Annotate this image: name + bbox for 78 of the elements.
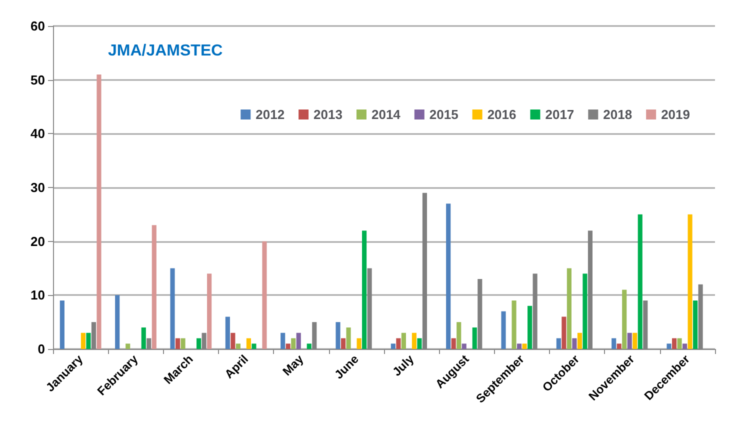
bar xyxy=(456,322,462,349)
bar xyxy=(517,344,522,349)
bar xyxy=(677,338,682,349)
y-tick-label: 20 xyxy=(30,234,45,249)
bar xyxy=(362,230,367,349)
legend-label: 2014 xyxy=(371,107,402,122)
legend-label: 2018 xyxy=(603,107,632,122)
bar xyxy=(666,344,672,349)
bar xyxy=(126,344,130,349)
bar xyxy=(682,344,688,349)
bar xyxy=(225,316,230,349)
bar xyxy=(528,306,532,349)
bar xyxy=(396,338,401,349)
bar xyxy=(340,338,346,349)
legend-label: 2013 xyxy=(314,107,342,122)
bar xyxy=(522,344,527,349)
bar xyxy=(115,295,120,349)
bar xyxy=(577,332,582,349)
bar xyxy=(622,290,627,349)
bar xyxy=(96,74,102,349)
legend-label: 2016 xyxy=(487,107,516,122)
bar xyxy=(230,332,236,349)
bar xyxy=(175,338,180,349)
bar xyxy=(291,338,296,349)
bar xyxy=(170,268,175,349)
bar xyxy=(141,327,146,349)
bar xyxy=(672,338,677,349)
bar xyxy=(86,332,91,349)
legend-label: 2019 xyxy=(661,107,690,122)
bar xyxy=(152,225,156,349)
bar xyxy=(638,214,642,349)
bar xyxy=(446,204,451,349)
bar xyxy=(616,344,622,349)
bar xyxy=(451,338,456,349)
legend-label: 2015 xyxy=(429,107,458,122)
bar xyxy=(688,214,692,349)
bar xyxy=(356,338,362,349)
y-tick-label: 0 xyxy=(38,342,45,356)
bar xyxy=(346,327,351,349)
bar xyxy=(417,338,422,349)
y-tick-label: 10 xyxy=(30,288,45,303)
bar xyxy=(306,344,312,349)
bar xyxy=(472,327,477,349)
bar xyxy=(390,344,396,349)
bar xyxy=(582,274,588,349)
bar xyxy=(501,311,506,349)
y-tick-label: 50 xyxy=(30,72,45,88)
bar xyxy=(262,241,267,349)
bar xyxy=(556,338,561,349)
bar xyxy=(296,332,301,349)
bar xyxy=(80,332,86,349)
bar xyxy=(632,332,638,349)
bar xyxy=(196,338,202,349)
text: JMA/JAMSTEC xyxy=(108,42,224,60)
bar xyxy=(566,268,572,349)
bar xyxy=(627,332,632,349)
legend-label: 2012 xyxy=(256,107,285,122)
bar xyxy=(286,344,290,349)
bar xyxy=(207,274,212,349)
y-tick-label: 60 xyxy=(30,18,45,34)
y-tick-label: 40 xyxy=(30,126,45,142)
bar xyxy=(236,344,240,349)
legend-label: 2017 xyxy=(545,107,574,122)
bar xyxy=(252,344,256,349)
bar xyxy=(401,332,406,349)
bar xyxy=(180,338,186,349)
bar xyxy=(60,300,64,349)
bar xyxy=(280,332,286,349)
y-tick-label: 30 xyxy=(30,180,45,195)
bar xyxy=(512,300,516,349)
bar xyxy=(246,338,251,349)
bar xyxy=(572,338,577,349)
bar xyxy=(562,316,566,349)
bar xyxy=(336,322,340,349)
bar xyxy=(462,344,466,349)
bar xyxy=(693,300,698,349)
bar xyxy=(612,338,616,349)
bar xyxy=(412,332,416,349)
